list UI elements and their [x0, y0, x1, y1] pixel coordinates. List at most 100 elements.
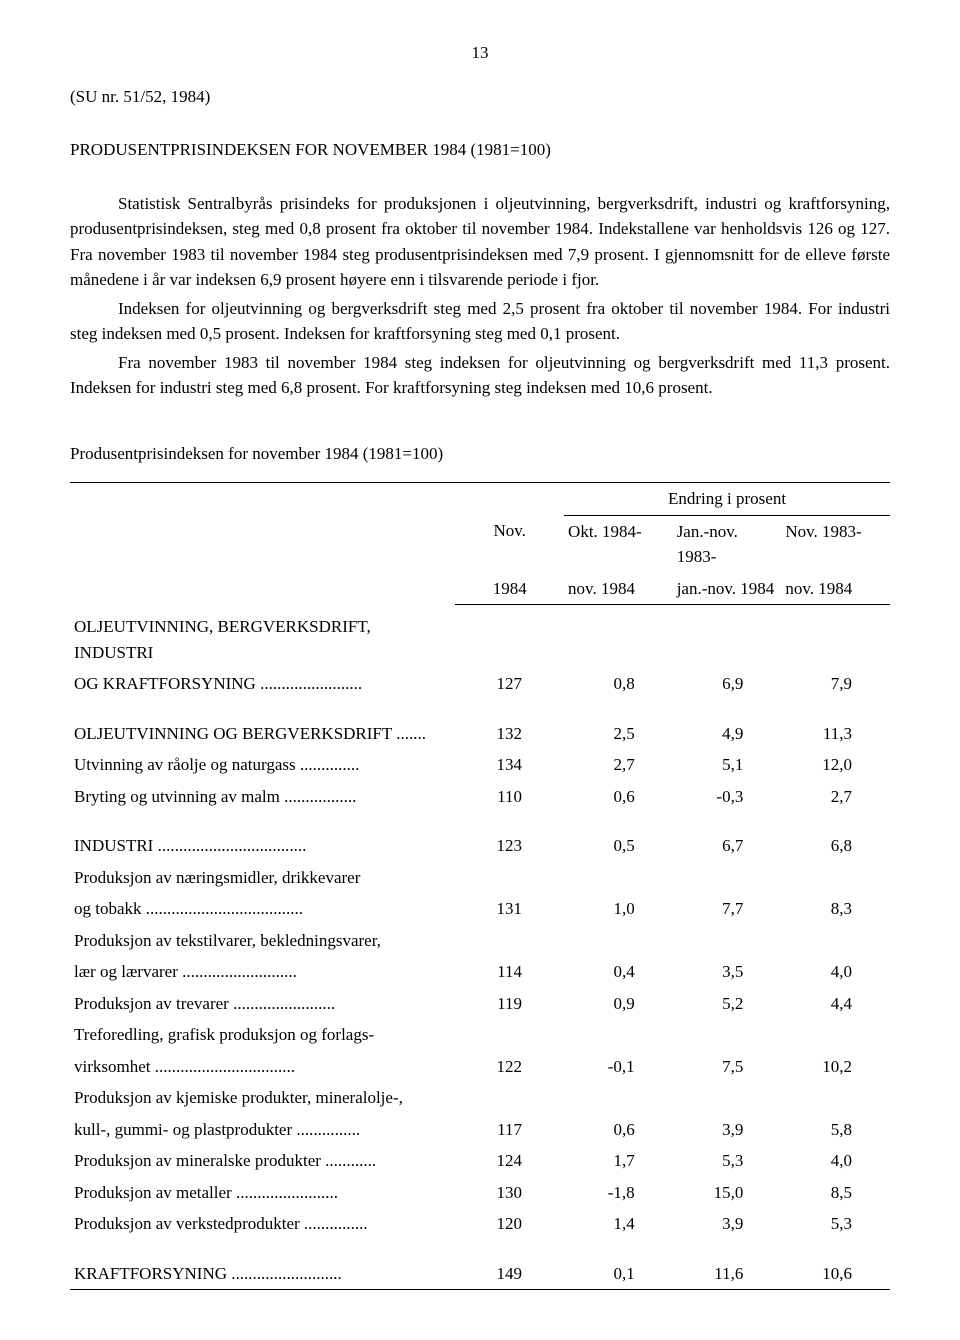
cell-value: 2,5: [564, 718, 673, 750]
cell-value: 132: [455, 718, 564, 750]
cell-value: 3,5: [673, 956, 782, 988]
cell-value: 3,9: [673, 1208, 782, 1240]
cell-value: 117: [455, 1114, 564, 1146]
cell-value: 1,4: [564, 1208, 673, 1240]
cell-value: 119: [455, 988, 564, 1020]
table-row: OLJEUTVINNING OG BERGVERKSDRIFT .......1…: [70, 718, 890, 750]
cell-value: 0,6: [564, 781, 673, 813]
cell-value: 1,7: [564, 1145, 673, 1177]
row-label: Produksjon av næringsmidler, drikkevarer: [70, 862, 455, 894]
row-label: Treforedling, grafisk produksjon og forl…: [70, 1019, 455, 1051]
cell-value: 120: [455, 1208, 564, 1240]
table-header: Nov. 1983-: [781, 515, 890, 573]
cell-value: 122: [455, 1051, 564, 1083]
row-label: OLJEUTVINNING OG BERGVERKSDRIFT .......: [70, 718, 455, 750]
cell-value: 110: [455, 781, 564, 813]
cell-value: 3,9: [673, 1114, 782, 1146]
cell-value: 4,4: [781, 988, 890, 1020]
cell-value: 2,7: [781, 781, 890, 813]
cell-value: 130: [455, 1177, 564, 1209]
table-row: Produksjon av næringsmidler, drikkevarer: [70, 862, 890, 894]
row-label: Produksjon av tekstilvarer, bekledningsv…: [70, 925, 455, 957]
cell-value: 5,3: [673, 1145, 782, 1177]
cell-value: 5,1: [673, 749, 782, 781]
table-row: KRAFTFORSYNING .........................…: [70, 1258, 890, 1290]
cell-value: 10,6: [781, 1258, 890, 1290]
cell-value: 11,6: [673, 1258, 782, 1290]
row-label: Produksjon av verkstedprodukter ........…: [70, 1208, 455, 1240]
cell-value: 114: [455, 956, 564, 988]
row-label: Bryting og utvinning av malm ...........…: [70, 781, 455, 813]
cell-value: -0,3: [673, 781, 782, 813]
document-title: PRODUSENTPRISINDEKSEN FOR NOVEMBER 1984 …: [70, 137, 890, 163]
table-title: Produsentprisindeksen for november 1984 …: [70, 441, 890, 467]
table-header-span: Endring i prosent: [564, 483, 890, 516]
cell-value: 10,2: [781, 1051, 890, 1083]
table-row: virksomhet .............................…: [70, 1051, 890, 1083]
row-label: Produksjon av mineralske produkter .....…: [70, 1145, 455, 1177]
table-header: nov. 1984: [781, 573, 890, 605]
table-header-blank: [455, 483, 564, 516]
table-header: Jan.-nov. 1983-: [673, 515, 782, 573]
cell-value: 4,9: [673, 718, 782, 750]
table-header-blank: [70, 483, 455, 605]
cell-value: 0,4: [564, 956, 673, 988]
cell-value: 124: [455, 1145, 564, 1177]
cell-value: 0,5: [564, 830, 673, 862]
cell-value: 5,8: [781, 1114, 890, 1146]
cell-value: 0,1: [564, 1258, 673, 1290]
table-row: kull-, gummi- og plastprodukter ........…: [70, 1114, 890, 1146]
table-row: Utvinning av råolje og naturgass .......…: [70, 749, 890, 781]
row-label: OG KRAFTFORSYNING ......................…: [70, 668, 455, 700]
row-label: Produksjon av trevarer .................…: [70, 988, 455, 1020]
cell-value: 0,9: [564, 988, 673, 1020]
table-row: Produksjon av metaller .................…: [70, 1177, 890, 1209]
table-row: Produksjon av mineralske produkter .....…: [70, 1145, 890, 1177]
cell-value: 123: [455, 830, 564, 862]
table-row: Bryting og utvinning av malm ...........…: [70, 781, 890, 813]
cell-value: 6,9: [673, 668, 782, 700]
cell-value: 12,0: [781, 749, 890, 781]
table-row: lær og lærvarer ........................…: [70, 956, 890, 988]
table-row: Produksjon av verkstedprodukter ........…: [70, 1208, 890, 1240]
table-row: INDUSTRI ...............................…: [70, 830, 890, 862]
cell-value: 149: [455, 1258, 564, 1290]
row-label: Produksjon av kjemiske produkter, minera…: [70, 1082, 455, 1114]
table-row: OG KRAFTFORSYNING ......................…: [70, 668, 890, 700]
cell-value: 4,0: [781, 1145, 890, 1177]
cell-value: 15,0: [673, 1177, 782, 1209]
row-label: og tobakk ..............................…: [70, 893, 455, 925]
cell-value: -0,1: [564, 1051, 673, 1083]
document-reference: (SU nr. 51/52, 1984): [70, 84, 890, 110]
table-header: nov. 1984: [564, 573, 673, 605]
row-label: virksomhet .............................…: [70, 1051, 455, 1083]
cell-value: 0,8: [564, 668, 673, 700]
table-row: og tobakk ..............................…: [70, 893, 890, 925]
cell-value: 7,5: [673, 1051, 782, 1083]
cell-value: 11,3: [781, 718, 890, 750]
cell-value: 2,7: [564, 749, 673, 781]
table-row: Produksjon av kjemiske produkter, minera…: [70, 1082, 890, 1114]
body-paragraph: Fra november 1983 til november 1984 steg…: [70, 350, 890, 401]
cell-value: 5,3: [781, 1208, 890, 1240]
cell-value: 7,7: [673, 893, 782, 925]
cell-value: 8,5: [781, 1177, 890, 1209]
table-header: 1984: [455, 573, 564, 605]
body-paragraph: Statistisk Sentralbyrås prisindeks for p…: [70, 191, 890, 293]
data-table: Endring i prosent Nov. Okt. 1984- Jan.-n…: [70, 482, 890, 1290]
table-row: Treforedling, grafisk produksjon og forl…: [70, 1019, 890, 1051]
body-paragraph: Indeksen for oljeutvinning og bergverksd…: [70, 296, 890, 347]
cell-value: 0,6: [564, 1114, 673, 1146]
table-header: Okt. 1984-: [564, 515, 673, 573]
cell-value: 6,7: [673, 830, 782, 862]
row-label: Utvinning av råolje og naturgass .......…: [70, 749, 455, 781]
row-label: OLJEUTVINNING, BERGVERKSDRIFT, INDUSTRI: [70, 611, 455, 668]
table-row: OLJEUTVINNING, BERGVERKSDRIFT, INDUSTRI: [70, 611, 890, 668]
table-header: Nov.: [455, 515, 564, 573]
cell-value: 134: [455, 749, 564, 781]
cell-value: 1,0: [564, 893, 673, 925]
row-label: Produksjon av metaller .................…: [70, 1177, 455, 1209]
cell-value: 4,0: [781, 956, 890, 988]
row-label: kull-, gummi- og plastprodukter ........…: [70, 1114, 455, 1146]
cell-value: 6,8: [781, 830, 890, 862]
